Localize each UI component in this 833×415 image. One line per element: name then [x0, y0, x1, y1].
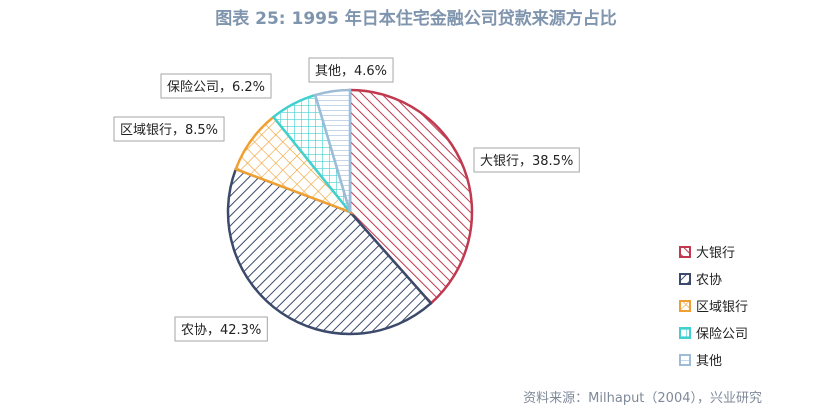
legend-label-4: 其他	[696, 354, 722, 369]
slice-label-text-1: 农协，42.3%	[181, 323, 261, 338]
legend-label-0: 大银行	[696, 246, 735, 261]
slice-label-box-2	[113, 116, 225, 142]
slice-label-0: 大银行，38.5%	[473, 147, 580, 173]
slice-label-text-2: 区域银行，8.5%	[120, 123, 218, 138]
legend-item-2: 区域银行	[679, 300, 748, 315]
slice-label-box-4	[308, 57, 394, 83]
slice-label-4: 其他，4.6%	[308, 57, 394, 83]
slice-label-box-3	[160, 73, 272, 99]
legend-swatch-2	[679, 300, 691, 312]
slice-label-3: 保险公司，6.2%	[160, 73, 272, 99]
pie-slice-1	[226, 167, 433, 336]
legend-label-2: 区域银行	[696, 300, 748, 315]
legend-label-1: 农协	[696, 273, 722, 288]
slice-label-box-0	[473, 147, 580, 173]
slice-label-text-3: 保险公司，6.2%	[167, 80, 265, 95]
pie-slice-4	[313, 88, 352, 213]
legend-swatch-1	[679, 273, 691, 285]
pie-slices	[226, 88, 474, 336]
slice-labels: 大银行，38.5% 农协，42.3% 区域银行，8.5% 保险公司，6.2% 其他，4.…	[113, 57, 580, 342]
legend-item-3: 保险公司	[679, 327, 748, 342]
slice-label-1: 农协，42.3%	[174, 316, 268, 342]
slice-label-text-4: 其他，4.6%	[315, 64, 387, 79]
source-note: 资料来源：Milhaput（2004），兴业研究	[523, 391, 762, 406]
legend-swatch-0	[679, 246, 691, 258]
chart-title: 图表 25: 1995 年日本住宅金融公司贷款来源方占比	[215, 8, 617, 29]
legend-item-1: 农协	[679, 273, 722, 288]
legend-item-0: 大银行	[679, 246, 735, 261]
slice-label-2: 区域银行，8.5%	[113, 116, 225, 142]
legend-item-4: 其他	[679, 354, 722, 369]
legend-label-3: 保险公司	[696, 327, 748, 342]
slice-label-box-1	[174, 316, 268, 342]
pie-slice-0	[348, 88, 474, 306]
legend-swatch-4	[679, 354, 691, 366]
slice-label-text-0: 大银行，38.5%	[480, 154, 573, 169]
legend-swatch-3	[679, 327, 691, 339]
